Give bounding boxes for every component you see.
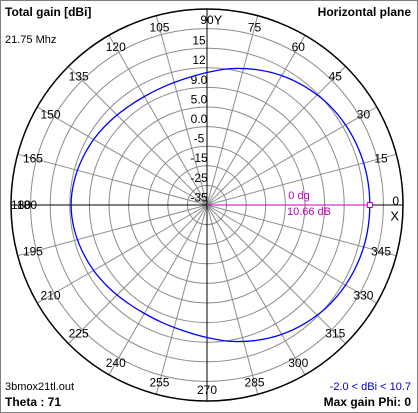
grid-spoke [206,106,377,206]
grid-spoke [37,204,208,304]
angle-tick-label: 135 [69,70,89,84]
angle-tick-label: 15 [374,151,388,165]
grid-spoke [68,204,208,344]
marker-gain-label: 10.66 dB [287,206,331,218]
marker-angle-label: 0 dg [288,190,309,202]
radial-scale-label: -15 [190,151,208,165]
angle-tick-label: 210 [41,288,61,302]
angle-tick-label: 180 [17,198,37,212]
angle-tick-label: 105 [149,21,169,35]
angle-tick-label: 0 [392,194,399,208]
angle-tick-label: 30 [357,108,371,122]
grid-spoke [108,204,208,375]
plane-label: Horizontal plane [317,5,411,19]
gain-pattern-curve [70,67,371,343]
grid-spoke [206,204,259,395]
grid-spoke [206,204,377,304]
max-gain-marker [366,202,373,208]
angle-tick-label: 60 [292,40,306,54]
grid-spoke [68,66,208,206]
grid-spoke [206,153,397,206]
grid-spoke [206,204,397,257]
angle-tick-label: 75 [248,21,262,35]
radial-scale-label: 5.0 [191,92,208,106]
angle-tick-label: 165 [23,151,43,165]
radial-scale-label: 12 [192,53,206,67]
angle-tick-label: 300 [288,356,308,370]
angle-tick-label: 180 [11,198,31,212]
grid-spoke [206,204,306,375]
radial-scale-label: -25 [190,171,208,185]
angle-tick-label: 285 [245,375,265,389]
angle-tick-label: 225 [69,326,89,340]
plot-title: Total gain [dBi] [5,5,92,19]
angle-tick-label: 120 [106,40,126,54]
file-label: 3bmox21tl.out [5,381,75,393]
angle-tick-label: 330 [353,288,373,302]
grid-spoke [37,106,208,206]
angle-tick-label: 240 [106,356,126,370]
angle-tick-label: 270 [197,383,217,397]
theta-label: Theta : 71 [5,395,62,409]
y-axis-label: Y [214,13,223,28]
frequency-label: 21.75 Mhz [5,34,57,46]
grid-spoke [206,15,259,206]
angle-tick-label: 255 [149,375,169,389]
max-gain-label: Max gain Phi: 0 [323,395,411,409]
radial-scale-label: -5 [194,132,205,146]
radial-scale-label: -35 [190,190,208,204]
gain-range-label: -2.0 < dBi < 10.7 [329,381,411,393]
grid-spoke [155,15,208,206]
grid-spoke [206,204,346,344]
grid-spoke [206,66,346,206]
angle-tick-label: 150 [41,108,61,122]
angle-tick-label: 345 [371,245,391,259]
grid-spoke [155,204,208,395]
angle-tick-label: 45 [329,70,343,84]
grid-spoke [17,153,208,206]
angle-tick-label: 315 [325,326,345,340]
radial-scale-label: 15 [192,34,206,48]
angle-tick-label: 195 [23,245,43,259]
grid-spoke [108,35,208,206]
radial-scale-label: 0.0 [191,112,208,126]
grid-spoke [206,35,306,206]
angle-tick-label: 90 [200,13,214,27]
x-axis-label: X [390,209,399,224]
grid-spoke [17,204,208,257]
